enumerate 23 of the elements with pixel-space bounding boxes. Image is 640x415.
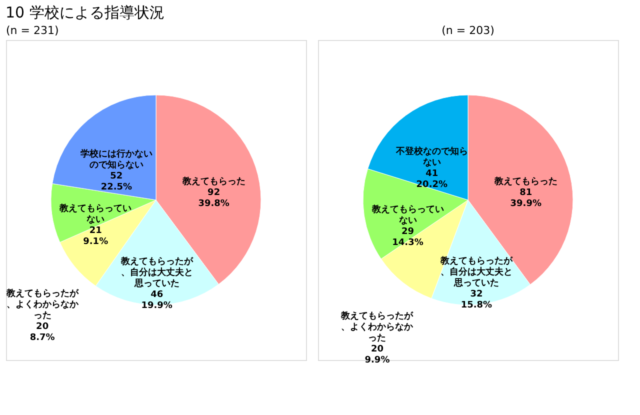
data-label: 46 19.9% <box>141 290 172 311</box>
data-label: 29 14.3% <box>392 226 424 248</box>
data-label: 52 22.5% <box>100 172 132 193</box>
slice-label: 教えてもらった <box>181 176 246 187</box>
slice-label: 教えてもらっていない <box>58 202 132 225</box>
slice-label: 学校には行かないので知らない <box>80 148 152 171</box>
data-label: 41 20.2% <box>416 168 448 190</box>
slice-label: 教えてもらっていない <box>370 204 444 226</box>
chart-subtitle: (n = 231) <box>6 24 59 37</box>
slice-label: 教えてもらったが、自分は大丈夫と思っていた <box>120 256 194 289</box>
chart-subtitle: (n = 203) <box>442 24 494 37</box>
chart-title: 10 学校による指導状況 <box>6 4 164 22</box>
data-label: 21 9.1% <box>83 226 108 247</box>
slice-label: 教えてもらったが、よくわからなかった <box>340 310 414 344</box>
data-label: 20 9.9% <box>364 344 390 366</box>
slice-label: 教えてもらったが、よくわからなかった <box>5 288 80 322</box>
data-label: 81 39.9% <box>510 188 542 209</box>
data-label: 32 15.8% <box>460 289 492 310</box>
data-label: 92 39.8% <box>198 188 230 209</box>
slice-label: 教えてもらった <box>493 176 558 187</box>
data-label: 20 8.7% <box>30 322 55 344</box>
slice-label: 教えてもらったが、自分は大丈夫と思っていた <box>439 255 514 288</box>
slice-label: 不登校なので知らない <box>394 146 468 168</box>
